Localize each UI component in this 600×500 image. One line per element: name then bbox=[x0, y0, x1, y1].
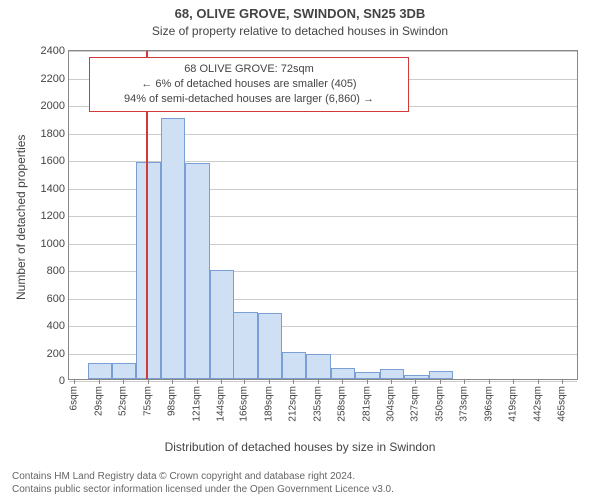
x-tick-mark bbox=[197, 380, 198, 384]
x-tick-label: 396sqm bbox=[483, 386, 494, 422]
x-tick-mark bbox=[464, 380, 465, 384]
y-tick-label: 1200 bbox=[25, 210, 65, 222]
histogram-bar bbox=[112, 363, 136, 380]
x-tick-label: 75sqm bbox=[142, 386, 153, 416]
x-tick-label: 373sqm bbox=[459, 386, 470, 422]
y-tick-label: 800 bbox=[25, 265, 65, 277]
y-tick-label: 1800 bbox=[25, 128, 65, 140]
x-tick-mark bbox=[99, 380, 100, 384]
y-tick-label: 1400 bbox=[25, 183, 65, 195]
histogram-bar bbox=[233, 312, 257, 379]
x-tick-mark bbox=[513, 380, 514, 384]
x-tick-mark bbox=[342, 380, 343, 384]
histogram-bar bbox=[136, 162, 160, 379]
histogram-bar bbox=[331, 368, 355, 379]
info-line-3: 94% of semi-detached houses are larger (… bbox=[98, 92, 400, 107]
x-tick-mark bbox=[74, 380, 75, 384]
x-tick-label: 98sqm bbox=[167, 386, 178, 416]
x-tick-mark bbox=[244, 380, 245, 384]
info-line-2: ← 6% of detached houses are smaller (405… bbox=[98, 77, 400, 92]
x-tick-label: 465sqm bbox=[557, 386, 568, 422]
x-tick-label: 419sqm bbox=[508, 386, 519, 422]
histogram-bar bbox=[306, 354, 330, 379]
gridline bbox=[69, 381, 577, 382]
histogram-bar bbox=[258, 313, 282, 379]
x-tick-mark bbox=[440, 380, 441, 384]
info-line-1: 68 OLIVE GROVE: 72sqm bbox=[98, 62, 400, 77]
y-tick-label: 600 bbox=[25, 293, 65, 305]
y-tick-label: 2200 bbox=[25, 73, 65, 85]
histogram-bar bbox=[185, 163, 209, 379]
x-tick-mark bbox=[269, 380, 270, 384]
x-tick-label: 442sqm bbox=[532, 386, 543, 422]
chart-title-2: Size of property relative to detached ho… bbox=[0, 24, 600, 38]
histogram-bar bbox=[404, 375, 428, 379]
y-tick-label: 1600 bbox=[25, 155, 65, 167]
x-tick-mark bbox=[318, 380, 319, 384]
x-tick-mark bbox=[538, 380, 539, 384]
x-tick-mark bbox=[293, 380, 294, 384]
x-tick-label: 144sqm bbox=[216, 386, 227, 422]
x-tick-label: 166sqm bbox=[239, 386, 250, 422]
x-tick-label: 6sqm bbox=[69, 386, 80, 410]
attribution-footer: Contains HM Land Registry data © Crown c… bbox=[12, 470, 394, 496]
x-tick-label: 52sqm bbox=[118, 386, 129, 416]
x-ticks: 6sqm 29sqm 52sqm 75sqm 98sqm 121sqm 144sqm 166s… bbox=[68, 386, 578, 446]
histogram-bar bbox=[429, 371, 453, 379]
x-tick-label: 121sqm bbox=[191, 386, 202, 422]
histogram-bar bbox=[282, 352, 306, 380]
y-tick-label: 2400 bbox=[25, 45, 65, 57]
x-tick-label: 29sqm bbox=[93, 386, 104, 416]
chart-title-1: 68, OLIVE GROVE, SWINDON, SN25 3DB bbox=[0, 6, 600, 21]
x-tick-mark bbox=[148, 380, 149, 384]
x-tick-label: 281sqm bbox=[361, 386, 372, 422]
plot-area: 68 OLIVE GROVE: 72sqm ← 6% of detached h… bbox=[68, 50, 578, 380]
x-tick-label: 212sqm bbox=[288, 386, 299, 422]
y-tick-label: 2000 bbox=[25, 100, 65, 112]
y-tick-label: 1000 bbox=[25, 238, 65, 250]
x-tick-mark bbox=[367, 380, 368, 384]
x-tick-mark bbox=[221, 380, 222, 384]
histogram-bar bbox=[380, 369, 404, 379]
x-tick-label: 327sqm bbox=[410, 386, 421, 422]
y-tick-label: 200 bbox=[25, 348, 65, 360]
footer-line-2: Contains public sector information licen… bbox=[12, 483, 394, 496]
y-tick-label: 400 bbox=[25, 320, 65, 332]
histogram-bar bbox=[88, 363, 112, 380]
histogram-bar bbox=[210, 270, 234, 379]
x-tick-label: 304sqm bbox=[386, 386, 397, 422]
x-tick-mark bbox=[562, 380, 563, 384]
x-tick-label: 189sqm bbox=[263, 386, 274, 422]
x-tick-mark bbox=[415, 380, 416, 384]
x-axis-label: Distribution of detached houses by size … bbox=[0, 440, 600, 454]
histogram-bar bbox=[355, 372, 379, 379]
x-tick-mark bbox=[391, 380, 392, 384]
property-info-box: 68 OLIVE GROVE: 72sqm ← 6% of detached h… bbox=[89, 57, 409, 112]
x-tick-mark bbox=[123, 380, 124, 384]
histogram-bar bbox=[161, 118, 185, 379]
x-tick-label: 235sqm bbox=[312, 386, 323, 422]
footer-line-1: Contains HM Land Registry data © Crown c… bbox=[12, 470, 394, 483]
chart-container: 68, OLIVE GROVE, SWINDON, SN25 3DB Size … bbox=[0, 0, 600, 500]
x-tick-mark bbox=[489, 380, 490, 384]
x-tick-mark bbox=[172, 380, 173, 384]
x-tick-label: 350sqm bbox=[434, 386, 445, 422]
x-tick-label: 258sqm bbox=[337, 386, 348, 422]
y-tick-label: 0 bbox=[25, 375, 65, 387]
